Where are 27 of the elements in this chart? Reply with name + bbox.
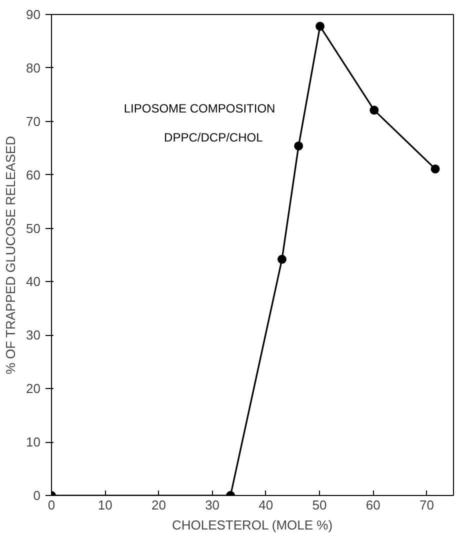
y-tick-label: 10 xyxy=(26,434,41,450)
point xyxy=(294,141,304,150)
point xyxy=(316,22,325,31)
point xyxy=(370,106,379,115)
y-tick-label: 90 xyxy=(26,7,41,22)
y-tick-label: 50 xyxy=(26,220,41,236)
annotation: DPPC/DCP/CHOL xyxy=(164,130,264,144)
x-tick-label: 30 xyxy=(205,498,220,512)
y-tick-label: 70 xyxy=(26,114,41,129)
y-tick-label: 20 xyxy=(26,381,41,396)
x-axis-title: CHOLESTEROL (MOLE %) xyxy=(172,518,333,532)
y-tick-label: 40 xyxy=(26,274,41,290)
y-tick-label: 0 xyxy=(33,488,41,503)
y-axis-title: % OF TRAPPED GLUCOSE RELEASED xyxy=(3,136,18,374)
x-tick-label: 20 xyxy=(151,498,166,512)
x-tick-label: 0 xyxy=(48,498,56,512)
annotation: LIPOSOME COMPOSITION xyxy=(124,102,276,116)
y-tick-label: 80 xyxy=(26,60,41,76)
x-tick-label: 60 xyxy=(366,498,380,512)
x-tick-label: 10 xyxy=(98,498,112,512)
point xyxy=(430,164,440,174)
y-tick-label: 60 xyxy=(26,167,41,182)
point xyxy=(277,254,286,264)
x-tick-label: 40 xyxy=(258,498,274,512)
y-tick-label: 30 xyxy=(26,328,41,343)
x-tick-label: 70 xyxy=(419,498,434,512)
x-tick-label: 50 xyxy=(312,498,327,512)
